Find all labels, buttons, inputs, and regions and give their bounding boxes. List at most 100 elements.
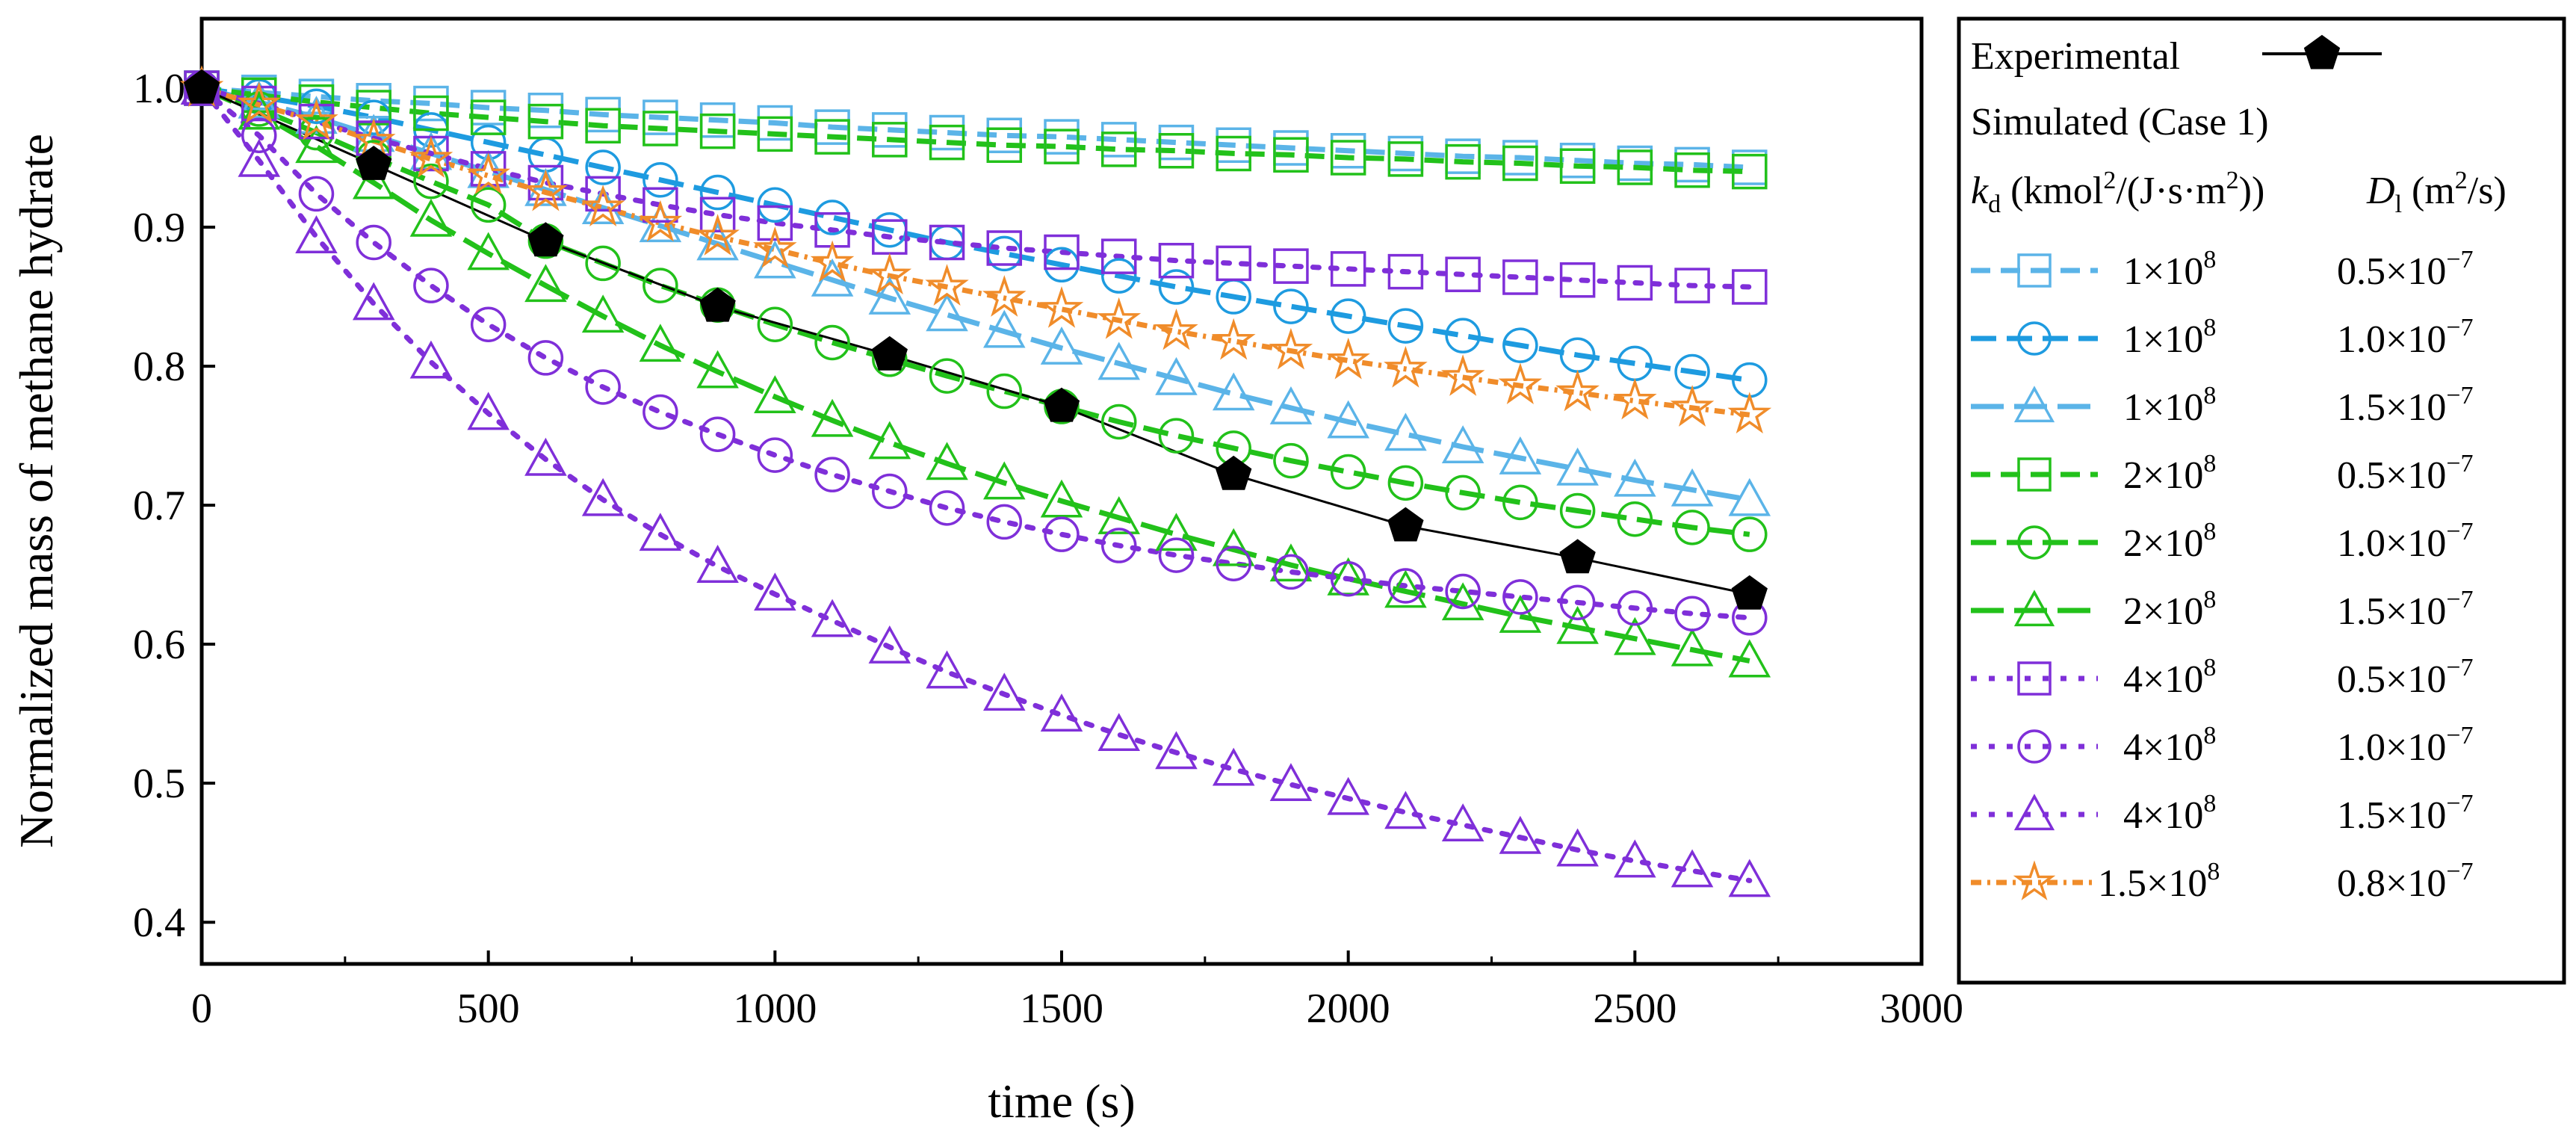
series-line-9 [199, 85, 1753, 883]
series-10-point [867, 253, 912, 295]
series-8-point [1273, 554, 1309, 590]
series-8-point [413, 268, 449, 303]
series-9-point [409, 340, 453, 379]
series-6-point [696, 350, 739, 389]
series-7-point [241, 85, 277, 122]
series-8-point [1617, 590, 1653, 626]
series-8-point [699, 416, 736, 452]
series-9-point [1671, 849, 1714, 888]
legend-row-3: 1×108 1.5×10−7 [1971, 382, 2474, 429]
legend-row-dl: 1.5×10−7 [2337, 790, 2474, 837]
kd-unit-sup-2: 2 [2226, 167, 2239, 194]
series-6-point [1614, 616, 1656, 655]
series-8-point [1044, 516, 1080, 552]
series-3-point [1269, 386, 1313, 424]
legend-row-dl: 1.0×10−7 [2337, 314, 2474, 361]
x-tick-label: 3000 [1880, 986, 1963, 1032]
series-5-point [1502, 484, 1538, 521]
series-8-point [643, 394, 678, 430]
series-2-point [1559, 337, 1596, 373]
series-7-point [356, 120, 391, 156]
series-7-point [585, 176, 621, 212]
series-5-point [1617, 501, 1653, 537]
series-line-6 [200, 85, 1750, 664]
series-10-point [1498, 362, 1543, 405]
dl-symbol: D [2366, 170, 2395, 212]
legend-simulated-header: Simulated (Case 1) [1971, 101, 2269, 143]
legend-experimental-marker [2303, 34, 2341, 69]
series-10-point [1613, 377, 1657, 420]
experimental-point [871, 336, 908, 371]
series-8-point [1100, 528, 1137, 563]
series-5-point [1674, 510, 1710, 545]
series-3-point [1040, 326, 1083, 365]
series-8-point [527, 340, 564, 376]
series-9-point [238, 138, 281, 177]
series-line-8 [199, 85, 1753, 621]
series-9-point [1499, 815, 1542, 854]
legend-row-dl: 1.0×10−7 [2337, 518, 2474, 565]
series-6-point [1040, 479, 1083, 518]
series-3-point [1499, 436, 1542, 474]
series-4-point [1158, 132, 1195, 169]
legend-row-4: 2×108 0.5×10−7 [1971, 450, 2474, 497]
series-4-point [470, 99, 507, 135]
y-tick-label: 1.0 [133, 66, 185, 112]
series-8-point [1158, 537, 1195, 573]
series-9-point [467, 392, 510, 430]
series-5-point [814, 324, 850, 361]
legend-row-kd: 2×108 [2123, 518, 2216, 565]
experimental-point [1043, 387, 1080, 422]
series-5-point [1559, 492, 1596, 529]
series-4-point [527, 103, 564, 140]
series-2-point [1100, 258, 1137, 294]
series-5-point [413, 163, 449, 200]
series-9-point [524, 437, 567, 476]
series-6-point [811, 398, 854, 437]
series-2-point [585, 149, 621, 185]
series-10-point [925, 264, 969, 306]
series-8-point [1445, 573, 1481, 610]
series-lines [199, 85, 1753, 883]
series-9-point [926, 650, 968, 689]
legend-row-kd: 4×108 [2123, 654, 2216, 701]
series-10-point [638, 200, 683, 242]
series-10-point [1727, 392, 1772, 434]
series-2-point [1387, 308, 1424, 344]
legend-experimental-label: Experimental [1971, 35, 2180, 78]
series-8-point [298, 176, 335, 212]
series-4-point [929, 124, 965, 161]
series-3-point [1327, 400, 1369, 439]
series-9-point [639, 513, 682, 551]
series-10-point [1211, 318, 1256, 360]
series-3-point [581, 186, 625, 224]
series-4-point [643, 111, 678, 146]
series-7-point [1044, 234, 1080, 270]
series-4-point [1617, 149, 1653, 185]
series-10-point [696, 214, 740, 256]
series-4-point [1502, 145, 1538, 182]
series-7-point [929, 224, 965, 261]
legend-row-9: 4×108 1.5×10−7 [1971, 790, 2474, 837]
series-8-point [986, 504, 1023, 540]
y-axis-title: Normalized mass of methane hydrate [10, 134, 63, 848]
series-6-point [295, 125, 338, 164]
series-9-point [581, 477, 625, 516]
series-7-point [643, 187, 678, 223]
series-9-point [868, 625, 911, 664]
series-9-point [1212, 747, 1255, 786]
series-8-point [814, 457, 850, 492]
experimental-point [356, 145, 392, 180]
series-4-point [1330, 140, 1366, 176]
series-10-point [1097, 297, 1142, 339]
x-tick-label: 0 [191, 986, 212, 1032]
series-8-point [1559, 584, 1596, 621]
series-line-4 [201, 85, 1750, 175]
series-6-point [1499, 595, 1542, 633]
series-9-point [1097, 713, 1141, 752]
experimental-point [183, 69, 220, 104]
legend-row-kd: 4×108 [2123, 790, 2216, 837]
series-5-point [1387, 465, 1424, 501]
series-7-point [413, 135, 449, 172]
